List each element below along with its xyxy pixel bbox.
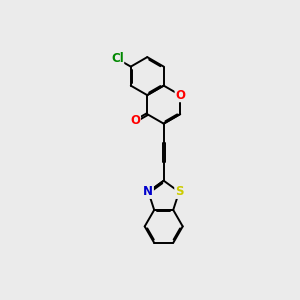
Text: S: S bbox=[175, 185, 183, 198]
Text: O: O bbox=[175, 88, 185, 102]
Text: Cl: Cl bbox=[111, 52, 124, 65]
Text: N: N bbox=[143, 185, 153, 198]
Text: O: O bbox=[130, 115, 140, 128]
